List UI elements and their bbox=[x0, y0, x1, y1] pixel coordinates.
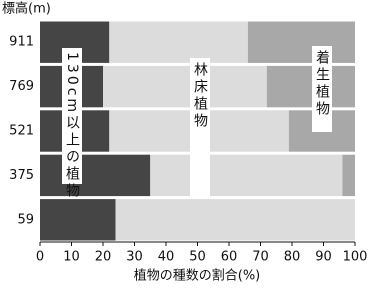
y-tick-label: 521 bbox=[9, 124, 34, 139]
y-tick-label: 769 bbox=[9, 79, 34, 94]
x-tick-label: 40 bbox=[158, 250, 175, 265]
y-axis-label: 標高(m) bbox=[2, 1, 51, 17]
x-axis-label: 植物の種数の割合(%) bbox=[134, 268, 261, 284]
series-label: 130cm以上の植物 bbox=[64, 52, 80, 200]
bar-segment bbox=[109, 21, 248, 63]
x-tick-label: 60 bbox=[221, 250, 238, 265]
series-label: 林床植物 bbox=[192, 62, 208, 130]
x-tick-label: 30 bbox=[126, 250, 143, 265]
x-tick-label: 70 bbox=[252, 250, 269, 265]
label-box bbox=[190, 58, 210, 198]
bar-segment bbox=[103, 65, 267, 108]
bar-segment bbox=[266, 65, 355, 108]
x-tick-label: 10 bbox=[63, 250, 80, 265]
x-tick-label: 100 bbox=[343, 250, 368, 265]
bar-segment bbox=[115, 199, 355, 241]
y-tick-label: 59 bbox=[17, 212, 34, 227]
bar-segment bbox=[40, 154, 151, 197]
y-tick-label: 911 bbox=[9, 35, 34, 50]
label-box bbox=[62, 48, 82, 184]
x-tick-label: 80 bbox=[284, 250, 301, 265]
x-tick-label: 90 bbox=[315, 250, 332, 265]
y-tick-label: 375 bbox=[9, 168, 34, 183]
series-label: 着生植物 bbox=[314, 50, 330, 118]
bar-segment bbox=[342, 154, 355, 197]
bar-segment bbox=[247, 21, 355, 63]
bar-segment bbox=[150, 154, 343, 197]
x-tick-label: 20 bbox=[95, 250, 112, 265]
bar-segment bbox=[40, 199, 116, 241]
x-tick-label: 0 bbox=[36, 250, 44, 265]
x-tick-label: 50 bbox=[189, 250, 206, 265]
label-box bbox=[312, 46, 332, 132]
